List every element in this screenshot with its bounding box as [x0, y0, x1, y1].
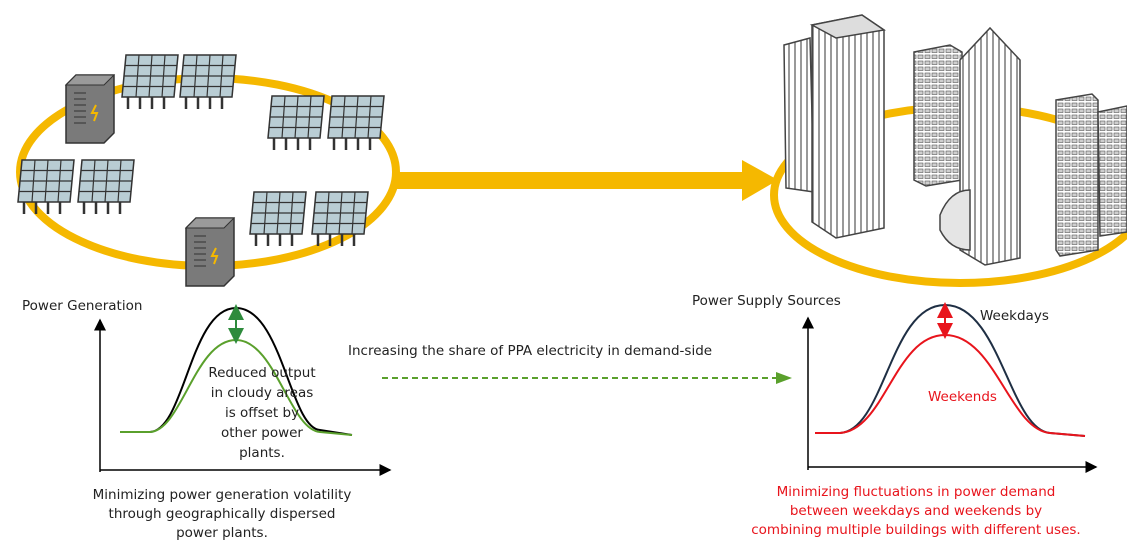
solar-panel	[180, 55, 236, 109]
inverter	[186, 218, 234, 286]
caption: combining multiple buildings with differ…	[751, 522, 1080, 538]
inverter	[66, 75, 114, 143]
caption: Minimizing fluctuations in power demand	[777, 484, 1056, 500]
caption: Minimizing power generation volatility	[93, 487, 352, 503]
solar-panel	[122, 55, 178, 109]
annotation: is offset by	[225, 405, 299, 421]
annotation: Reduced output	[208, 365, 315, 381]
annotation: in cloudy areas	[211, 385, 314, 401]
center-label: Increasing the share of PPA electricity …	[348, 343, 712, 359]
chart-title: Power Generation	[22, 298, 142, 314]
flow-arrow	[395, 172, 745, 189]
weekend-curve	[815, 335, 1085, 436]
caption: through geographically dispersed	[109, 506, 336, 522]
series-label: Weekends	[928, 389, 997, 405]
solar-panel	[250, 192, 306, 246]
caption: between weekdays and weekends by	[790, 503, 1042, 519]
solar-panel	[78, 160, 134, 214]
series-label: Weekdays	[980, 308, 1049, 324]
diagram: Power Generation Reduced output in cloud…	[0, 0, 1127, 543]
caption: power plants.	[176, 525, 268, 541]
weekday-curve	[815, 305, 1085, 436]
annotation: plants.	[239, 445, 285, 461]
buildings	[784, 15, 1127, 265]
chart-title: Power Supply Sources	[692, 293, 841, 309]
solar-panel	[18, 160, 74, 214]
annotation: other power	[221, 425, 303, 441]
solar-panel	[328, 96, 384, 150]
solar-panel	[268, 96, 324, 150]
